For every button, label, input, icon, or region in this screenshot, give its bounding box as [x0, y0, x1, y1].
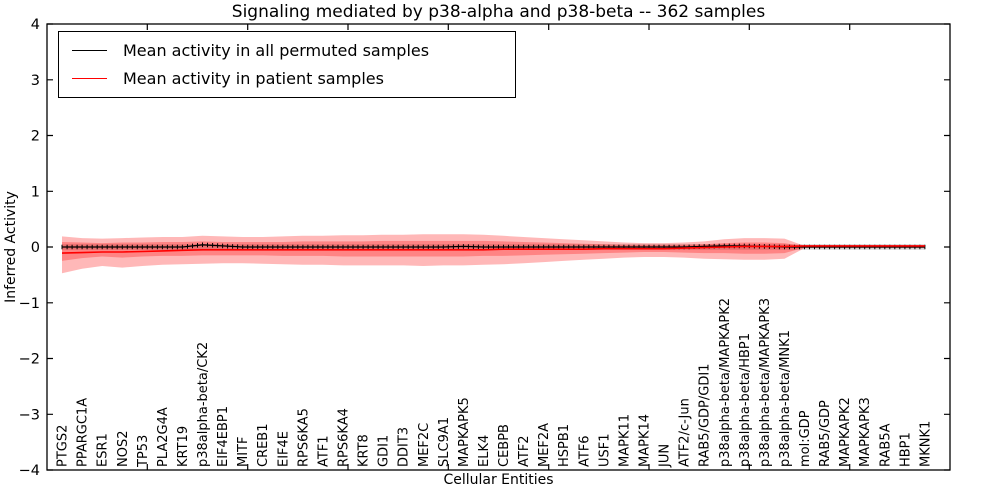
permuted-line-swatch-icon — [72, 50, 107, 52]
y-tick-label: 1 — [31, 184, 40, 200]
legend-entry-permuted: Mean activity in all permuted samples — [59, 38, 515, 64]
x-tick-label: TP53 — [136, 435, 151, 468]
x-tick-label: CEBPB — [497, 424, 512, 467]
x-tick-label: p38alpha-beta/HBP1 — [738, 333, 753, 467]
x-tick-label: MITF — [236, 437, 251, 467]
x-tick-label: ATF2/c-Jun — [678, 398, 693, 467]
legend-entry-patient: Mean activity in patient samples — [59, 65, 515, 91]
x-tick-label: RAB5/GDP — [818, 400, 833, 467]
x-tick-label: CREB1 — [256, 423, 271, 467]
x-tick-label: RAB5/GDP/GDI1 — [698, 364, 713, 467]
x-tick-label: RPS6KA4 — [337, 408, 352, 467]
y-tick-label: 4 — [31, 17, 40, 33]
x-tick-label: NOS2 — [116, 431, 131, 467]
x-axis-label: Cellular Entities — [443, 472, 554, 488]
x-tick-label: ATF1 — [316, 435, 331, 467]
y-tick-label: −2 — [19, 352, 40, 368]
x-tick-label: HBP1 — [898, 432, 913, 467]
x-tick-label: ATF6 — [577, 435, 592, 467]
x-tick-label: p38alpha-beta/MAPKAPK3 — [758, 298, 773, 467]
x-tick-label: USF1 — [597, 433, 612, 467]
x-tick-label: JUN — [658, 444, 673, 468]
x-tick-label: mol:GDP — [798, 410, 813, 467]
x-tick-label: MEF2C — [417, 423, 432, 467]
x-tick-label: ESR1 — [96, 433, 111, 467]
patient-samples-outer-range-band — [62, 234, 925, 274]
legend: Mean activity in all permuted samples Me… — [58, 31, 516, 98]
x-tick-label: ATF2 — [517, 435, 532, 467]
x-tick-label: KRT8 — [357, 434, 372, 467]
x-tick-label: MKNK1 — [918, 421, 933, 467]
axis-ticks — [47, 23, 950, 471]
legend-label: Mean activity in all permuted samples — [123, 41, 430, 61]
x-tick-label: SLC9A1 — [437, 417, 452, 467]
patient-line-swatch-icon — [72, 77, 107, 79]
x-tick-label: PTGS2 — [56, 425, 71, 467]
chart-title: Signaling mediated by p38-alpha and p38-… — [231, 2, 766, 22]
x-tick-label: MEF2A — [537, 423, 552, 467]
patient-mean-line — [61, 245, 925, 254]
x-tick-label: p38alpha-beta/CK2 — [196, 342, 211, 467]
x-tick-label: MAPK11 — [617, 414, 632, 467]
x-tick-label: GDI1 — [377, 435, 392, 467]
x-tick-label: RPS6KA5 — [296, 408, 311, 467]
y-tick-label: 2 — [31, 129, 40, 145]
x-tick-label: MAPK14 — [638, 414, 653, 467]
x-tick-label: ELK4 — [477, 435, 492, 467]
x-tick-label: MAPKAPK3 — [858, 397, 873, 467]
x-tick-label: p38alpha-beta/MNK1 — [778, 330, 793, 467]
x-tick-label: PPARGC1A — [76, 398, 91, 467]
x-tick-label: KRT19 — [176, 426, 191, 467]
y-tick-label: −4 — [19, 463, 40, 479]
legend-label: Mean activity in patient samples — [123, 68, 384, 88]
y-tick-label: 3 — [31, 73, 40, 89]
x-tick-label: RAB5A — [878, 423, 893, 467]
x-tick-label: p38alpha-beta/MAPKAPK2 — [718, 298, 733, 467]
x-tick-label: DDIT3 — [397, 427, 412, 467]
x-tick-label: MAPKAPK2 — [838, 397, 853, 467]
x-tick-label: PLA2G4A — [156, 407, 171, 467]
x-tick-label: EIF4E — [276, 431, 291, 467]
y-tick-label: −1 — [19, 296, 40, 312]
y-tick-label: 0 — [31, 240, 40, 256]
x-tick-label: HSPB1 — [557, 424, 572, 467]
x-tick-label: EIF4EBP1 — [216, 406, 231, 467]
y-tick-label: −3 — [19, 407, 40, 423]
x-tick-label: MAPKAPK5 — [457, 397, 472, 467]
